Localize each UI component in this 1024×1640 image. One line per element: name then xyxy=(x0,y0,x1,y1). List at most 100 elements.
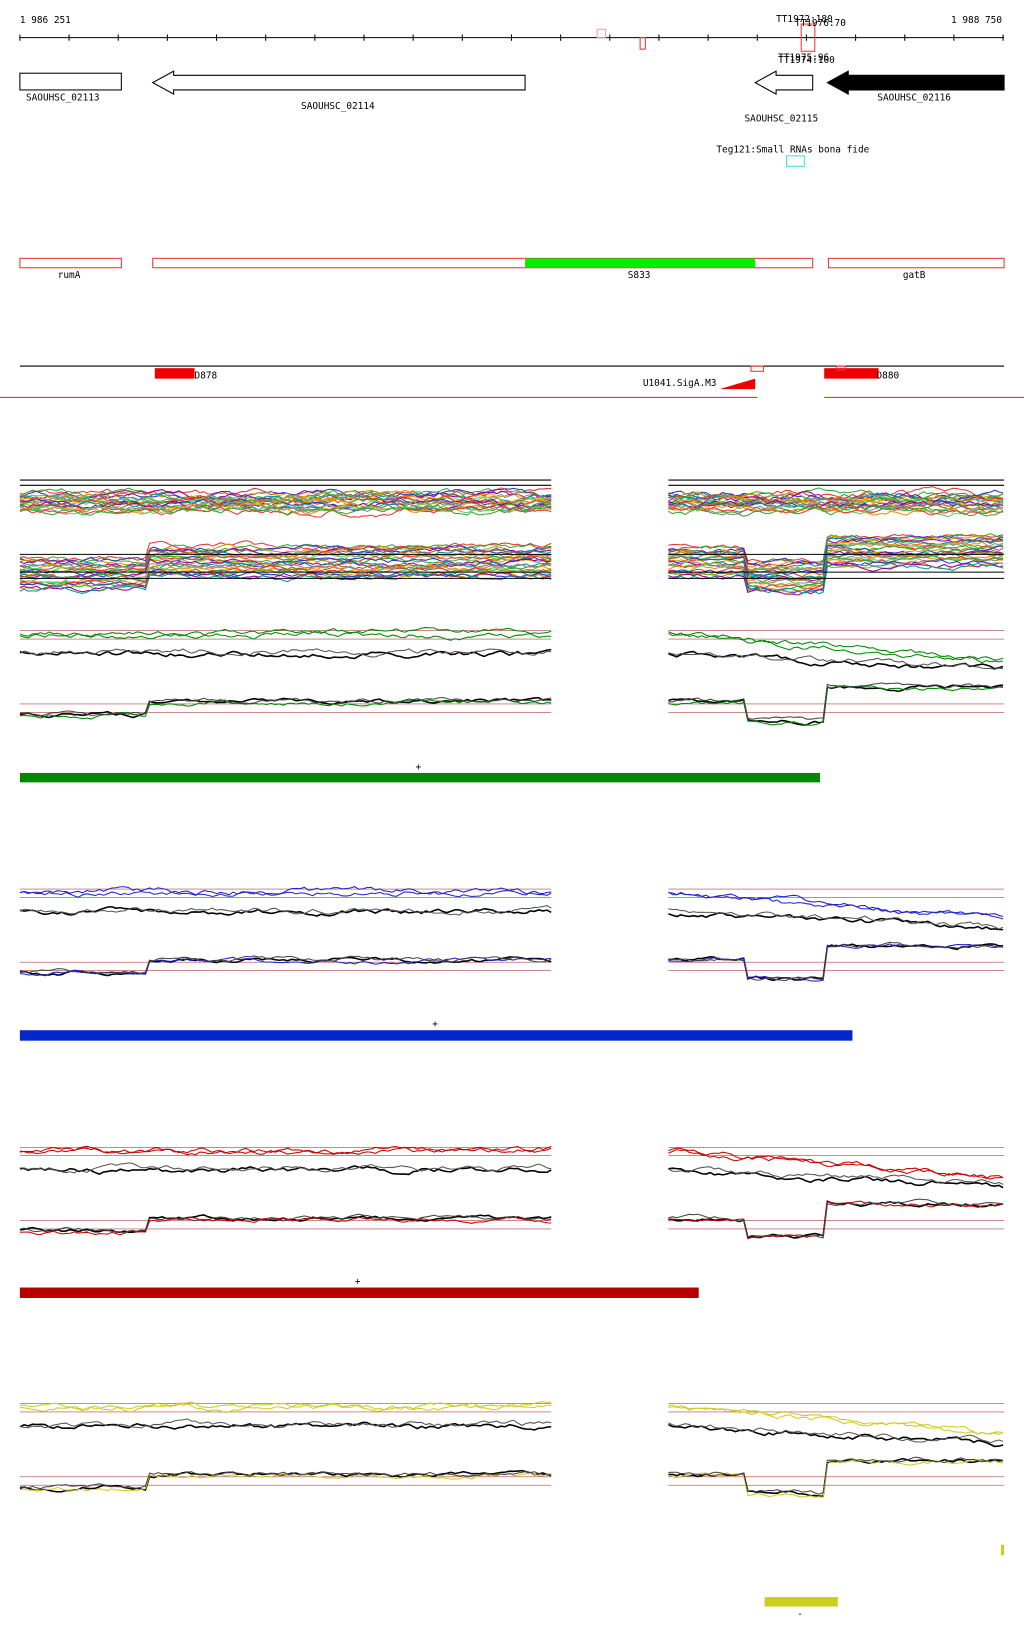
signal-line xyxy=(668,486,1004,500)
gene-label: SAOUHSC_02115 xyxy=(745,113,819,124)
signal-line xyxy=(668,1149,1004,1180)
transcript-box xyxy=(596,28,607,39)
transcript-label: TT1976:70 xyxy=(795,18,846,29)
signal-line xyxy=(668,891,1004,920)
signal-line xyxy=(668,1200,1004,1239)
signal-line xyxy=(19,627,552,639)
strand-label: + xyxy=(416,762,422,773)
regulatory-label: U1041.SigA.M3 xyxy=(643,378,717,389)
signal-line xyxy=(668,532,1004,566)
signal-line xyxy=(668,908,1004,930)
signal-line xyxy=(668,1422,1004,1444)
transcript-label: TT1974:100 xyxy=(778,55,835,66)
regulatory xyxy=(836,365,846,371)
strand-bar xyxy=(19,1287,699,1298)
gene-label: SAOUHSC_02114 xyxy=(301,101,375,112)
signal-line xyxy=(668,652,1004,670)
signal-line xyxy=(668,1200,1004,1240)
signal-line xyxy=(668,534,1004,572)
signal-line xyxy=(19,1472,552,1492)
signal-line xyxy=(19,500,552,514)
signal-line xyxy=(19,648,552,658)
gene xyxy=(151,70,526,96)
signal-line xyxy=(19,1402,552,1413)
strand-bar xyxy=(764,1597,838,1607)
signal-line xyxy=(668,544,1004,580)
signal-line xyxy=(19,956,552,977)
strand-bar xyxy=(19,772,821,783)
signal-line xyxy=(668,535,1004,569)
signal-line xyxy=(19,1401,552,1412)
strand-label: + xyxy=(432,1019,438,1030)
segment-highlight xyxy=(525,258,756,268)
signal-line xyxy=(19,544,552,565)
segment xyxy=(827,257,1005,269)
gene xyxy=(754,70,814,96)
regulatory xyxy=(154,368,195,379)
strand-label: - xyxy=(797,1609,803,1620)
signal-line xyxy=(19,550,552,572)
signal-line xyxy=(668,562,1004,596)
signal-line xyxy=(668,685,1004,726)
segment-label: rumA xyxy=(58,270,81,281)
signal-line xyxy=(668,1457,1004,1497)
transcript-label: TT1972:180 xyxy=(776,14,833,25)
signal-line xyxy=(19,955,552,975)
regulatory xyxy=(719,378,756,390)
signal-line xyxy=(19,1470,552,1490)
strand-bar xyxy=(1000,1544,1005,1556)
signal-line xyxy=(19,1418,552,1429)
signal-line xyxy=(668,632,1004,664)
signal-line xyxy=(19,648,552,660)
signal-line xyxy=(668,941,1004,982)
transcript-box xyxy=(639,37,646,50)
signal-line xyxy=(668,682,1004,720)
segment-label: S833 xyxy=(628,270,651,281)
segment xyxy=(152,257,814,269)
signal-line xyxy=(19,569,552,588)
signal-line xyxy=(19,497,552,512)
signal-line xyxy=(19,904,552,916)
signal-line xyxy=(668,631,1004,661)
signal-line xyxy=(668,555,1004,587)
signal-line xyxy=(668,684,1004,726)
signal-line xyxy=(19,567,552,588)
signal-line xyxy=(19,696,552,717)
signal-line xyxy=(19,1162,552,1174)
regulatory xyxy=(824,368,879,379)
signal-line xyxy=(668,891,1004,918)
start-coordinate: 1 986 251 xyxy=(20,15,71,26)
regulatory xyxy=(750,365,765,372)
srna xyxy=(786,155,805,167)
signal-line xyxy=(19,1146,552,1156)
end-coordinate: 1 988 750 xyxy=(951,15,1002,26)
signal-line xyxy=(19,888,552,898)
signal-line xyxy=(668,1458,1004,1498)
signal-line xyxy=(19,698,552,720)
regulatory-label: D880 xyxy=(877,371,900,382)
signal-line xyxy=(668,544,1004,577)
annotation-tracks: 1 986 251 1 988 750 TT1972:180 TT1976:70… xyxy=(0,14,1024,1620)
signal-line xyxy=(19,1216,552,1236)
signal-line xyxy=(668,1198,1004,1239)
gene xyxy=(19,72,122,91)
segment xyxy=(19,257,122,269)
signal-line xyxy=(19,504,552,516)
gene xyxy=(826,70,1005,96)
signal-line xyxy=(19,886,552,896)
gene-label: SAOUHSC_02116 xyxy=(877,92,951,103)
signal-line xyxy=(19,565,552,588)
transcript-label: TT1975:96 xyxy=(778,53,829,64)
signal-line xyxy=(668,501,1004,516)
signal-line xyxy=(19,500,552,516)
signal-line xyxy=(668,1166,1004,1185)
signal-line xyxy=(668,541,1004,574)
signal-line xyxy=(668,912,1004,931)
signal-line xyxy=(668,1456,1004,1495)
signal-line xyxy=(19,571,552,594)
signal-line xyxy=(668,505,1004,517)
signal-line xyxy=(668,505,1004,516)
signal-line xyxy=(19,1165,552,1176)
